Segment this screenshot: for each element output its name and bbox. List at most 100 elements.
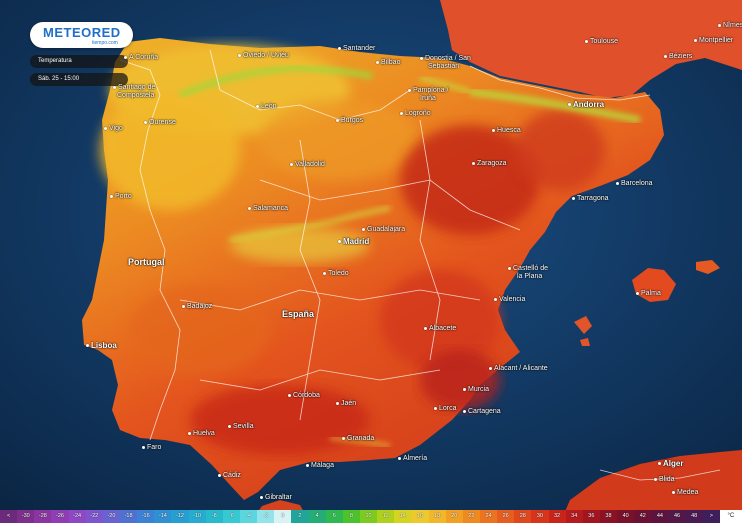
place-label: Valladolid <box>290 161 325 169</box>
legend-swatch: 16 <box>411 510 429 523</box>
place-label: Cartagena <box>463 408 501 416</box>
legend-swatch: -20 <box>102 510 120 523</box>
place-label: Guadalajara <box>362 226 405 234</box>
formentera-island <box>580 338 590 346</box>
legend-swatch: -4 <box>239 510 258 523</box>
legend-swatch: 30 <box>531 510 549 523</box>
legend-swatch: 28 <box>514 510 532 523</box>
place-label: Granada <box>342 435 374 443</box>
legend-swatch: -14 <box>154 510 172 523</box>
time-label: Sáb. 25 - 15:00 <box>30 73 128 86</box>
legend-swatch: < <box>0 510 18 523</box>
place-label: Salamanca <box>248 205 288 213</box>
legend-swatch: 44 <box>651 510 669 523</box>
place-label: Ourense <box>144 119 176 127</box>
legend-swatch: 10 <box>359 510 378 523</box>
place-label: Compostela <box>117 92 155 99</box>
legend-swatch: 42 <box>634 510 652 523</box>
borders <box>119 49 721 481</box>
place-label: Logroño <box>400 110 431 118</box>
temperature-legend: < -30 -28 -26 -24 -22 -20 -18 -16 -14 -12 -10 -8 -6 -4… <box>0 510 742 523</box>
legend-swatch: 20 <box>445 510 463 523</box>
place-label: Lisboa <box>86 342 117 350</box>
place-label: Albacete <box>424 325 456 333</box>
legend-swatch: -10 <box>188 510 206 523</box>
legend-swatch: -26 <box>51 510 69 523</box>
place-label: Zaragoza <box>472 160 507 168</box>
place-label: A Coruña <box>124 54 158 62</box>
place-label: Porto <box>110 193 132 201</box>
place-label: Sebastián <box>428 63 460 70</box>
legend-swatch: 18 <box>428 510 446 523</box>
place-label: Iruña <box>420 95 436 102</box>
legend-swatch: 34 <box>565 510 583 523</box>
legend-swatch: -18 <box>119 510 138 523</box>
place-label: Portugal <box>128 257 165 267</box>
place-label: Oviedo / Uviéu <box>238 52 289 60</box>
legend-swatch: -8 <box>205 510 223 523</box>
temperature-field <box>100 45 641 455</box>
place-label: Huelva <box>188 430 215 438</box>
place-label: Toulouse <box>585 38 618 46</box>
place-label: Andorra <box>568 101 604 109</box>
legend-swatch: 0 <box>274 510 292 523</box>
place-label: Faro <box>142 444 161 452</box>
place-label: Pamplona / <box>408 87 448 95</box>
place-label: Cádiz <box>218 472 241 480</box>
place-label: Alacant / Alicante <box>489 365 548 373</box>
place-label: Valencia <box>494 296 525 304</box>
legend-swatch: 36 <box>582 510 600 523</box>
france-landmass <box>440 0 742 98</box>
legend-swatch: 22 <box>462 510 480 523</box>
place-label: Lorca <box>434 405 457 413</box>
legend-swatch: > <box>702 510 720 523</box>
legend-swatch: 12 <box>377 510 395 523</box>
place-label: Córdoba <box>288 392 320 400</box>
legend-swatch: -16 <box>137 510 155 523</box>
place-label: Burgos <box>336 117 363 125</box>
place-label: Alger <box>658 460 683 468</box>
place-label: Sevilla <box>228 423 254 431</box>
legend-swatch: -2 <box>257 510 275 523</box>
legend-swatch: 6 <box>325 510 343 523</box>
legend-swatch: 24 <box>479 510 498 523</box>
place-label: Montpellier <box>694 37 733 45</box>
place-label: Castelló de <box>508 265 548 273</box>
logo-subtext: tiempo.com <box>92 40 118 46</box>
legend-swatch: -28 <box>34 510 52 523</box>
place-label: Badajoz <box>182 303 212 311</box>
place-label: Murcia <box>463 386 489 394</box>
place-label: Madrid <box>338 238 369 246</box>
layer-label: Temperatura <box>30 55 128 68</box>
legend-swatch: -12 <box>171 510 189 523</box>
place-label: Nîmes <box>718 22 742 30</box>
place-label: Santiago de <box>113 84 155 92</box>
legend-swatch: -6 <box>222 510 240 523</box>
place-label: Huesca <box>492 127 521 135</box>
place-label: Vigo <box>104 125 123 133</box>
legend-swatch: 2 <box>291 510 309 523</box>
legend-swatch: 48 <box>685 510 703 523</box>
place-label: Jaén <box>336 400 356 408</box>
legend-swatch: -24 <box>68 510 86 523</box>
place-label: España <box>282 309 315 319</box>
legend-swatch: 46 <box>668 510 686 523</box>
place-label: Palma <box>636 290 661 298</box>
place-label: Medea <box>672 489 698 497</box>
place-label: Blida <box>654 476 675 484</box>
legend-unit: °C <box>719 510 742 523</box>
legend-swatch: -22 <box>85 510 103 523</box>
place-label: Gibraltar <box>260 494 292 502</box>
place-label: Toledo <box>323 270 349 278</box>
place-label: Almería <box>398 455 427 463</box>
place-label: León <box>256 103 277 111</box>
legend-swatch: 32 <box>548 510 566 523</box>
place-label: la Plana <box>517 273 543 280</box>
ibiza-island <box>574 316 592 334</box>
legend-swatch: 14 <box>394 510 412 523</box>
place-label: Málaga <box>306 462 334 470</box>
place-label: Barcelona <box>616 180 653 188</box>
place-label: Bilbao <box>376 59 400 67</box>
